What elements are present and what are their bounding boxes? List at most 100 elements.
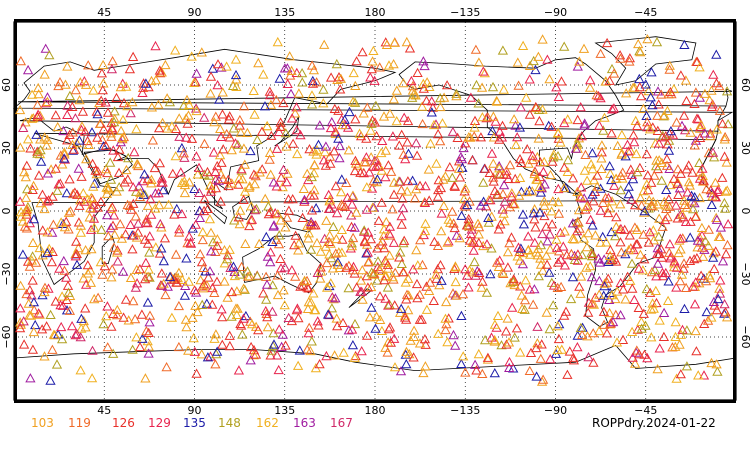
data-point — [524, 185, 535, 195]
data-point — [179, 187, 191, 198]
data-point — [558, 241, 569, 251]
data-point — [378, 111, 390, 121]
data-point — [105, 157, 116, 167]
data-point — [372, 256, 384, 266]
data-point — [350, 114, 361, 124]
data-point — [706, 101, 718, 111]
data-point — [92, 132, 103, 142]
data-point — [264, 154, 275, 164]
data-point — [149, 162, 160, 173]
data-point — [323, 236, 335, 246]
data-point — [359, 236, 371, 247]
data-point — [657, 221, 668, 231]
data-point — [207, 299, 218, 309]
data-point — [545, 353, 556, 364]
data-point — [499, 196, 510, 206]
data-point — [81, 153, 92, 164]
x-tick-top: −90 — [544, 6, 567, 19]
data-point — [556, 344, 567, 354]
data-point — [141, 214, 152, 224]
data-point — [690, 325, 701, 336]
data-point — [162, 281, 173, 291]
data-point — [598, 306, 610, 316]
data-point — [24, 310, 35, 320]
data-point — [203, 272, 214, 282]
data-point — [601, 237, 612, 247]
data-point — [678, 110, 690, 120]
data-point — [611, 173, 622, 183]
data-point — [615, 53, 626, 63]
data-point — [590, 292, 601, 302]
data-point — [31, 129, 42, 139]
data-point — [325, 238, 336, 248]
data-point — [672, 178, 683, 188]
data-point — [629, 199, 641, 210]
data-point — [492, 310, 504, 320]
data-point — [494, 134, 505, 144]
data-point — [210, 166, 221, 176]
data-point — [532, 321, 543, 331]
data-point — [361, 182, 372, 192]
data-point — [520, 275, 531, 285]
data-point — [265, 247, 276, 257]
data-point — [101, 182, 112, 192]
data-point — [154, 248, 166, 258]
data-point — [579, 165, 590, 175]
data-point — [501, 339, 512, 349]
data-point — [562, 154, 574, 165]
data-point — [687, 203, 699, 214]
data-point — [516, 157, 527, 167]
data-point — [302, 344, 313, 354]
data-point — [518, 219, 530, 229]
data-point — [65, 206, 76, 216]
data-point — [482, 112, 493, 122]
data-point — [205, 180, 216, 190]
data-point — [501, 169, 512, 179]
data-point — [106, 63, 118, 74]
data-point — [722, 239, 733, 250]
data-point — [56, 321, 67, 332]
data-point — [533, 51, 544, 61]
data-point — [658, 331, 670, 341]
data-point — [308, 288, 319, 298]
data-point — [228, 123, 239, 133]
data-point — [631, 224, 643, 234]
data-point — [21, 206, 32, 217]
data-point — [574, 281, 585, 291]
data-point — [139, 273, 151, 284]
data-point — [233, 179, 244, 189]
data-point — [271, 143, 283, 153]
data-point — [432, 191, 444, 201]
data-point — [271, 94, 282, 105]
data-point — [365, 233, 377, 244]
data-point — [633, 38, 644, 49]
data-point — [604, 250, 616, 260]
data-point — [55, 178, 66, 188]
data-point — [459, 186, 470, 196]
data-point — [376, 325, 388, 335]
data-point — [299, 194, 310, 204]
data-point — [681, 164, 692, 174]
data-point — [129, 146, 140, 157]
data-point — [559, 117, 570, 128]
data-point — [398, 267, 409, 277]
data-point — [237, 174, 248, 184]
data-point — [205, 71, 217, 81]
data-point — [96, 95, 107, 105]
data-point — [529, 166, 541, 176]
data-point — [383, 160, 394, 170]
data-point — [325, 122, 337, 133]
data-point — [76, 124, 87, 134]
data-point — [259, 101, 271, 111]
data-point — [76, 313, 87, 323]
data-point — [494, 255, 505, 265]
data-point — [440, 171, 451, 181]
data-point — [361, 239, 373, 249]
data-point — [579, 120, 590, 130]
data-point — [642, 34, 653, 44]
data-point — [420, 339, 431, 349]
data-point — [204, 214, 216, 224]
data-point — [489, 336, 500, 346]
data-point — [603, 273, 614, 283]
data-point — [64, 129, 75, 139]
